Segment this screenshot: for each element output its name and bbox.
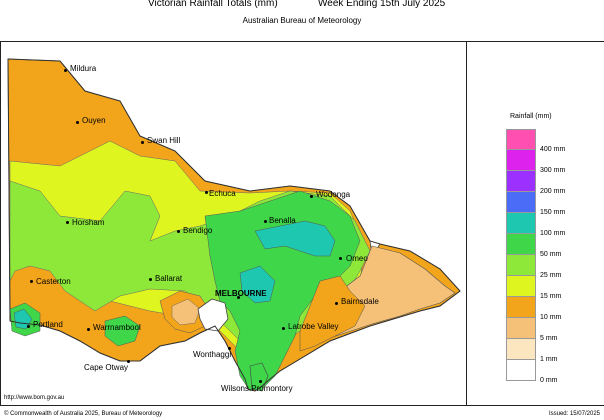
victoria-outline	[7, 58, 461, 392]
map-period: Week Ending 15th July 2025	[318, 0, 446, 9]
town-label-melbourne: MELBOURNE	[215, 289, 267, 298]
map-title-bar: Victorian Rainfall Totals (mm) Week Endi…	[0, 0, 604, 14]
legend-label: 0 mm	[540, 377, 558, 384]
footer-copyright: © Commonwealth of Australia 2025, Bureau…	[4, 411, 163, 417]
town-dot-cape-otway	[127, 360, 130, 363]
legend-swatch	[506, 360, 536, 381]
town-dot-omeo	[339, 257, 342, 260]
legend-swatch	[506, 339, 536, 360]
town-dot-bendigo	[177, 230, 180, 233]
map-title: Victorian Rainfall Totals (mm)	[148, 0, 278, 9]
footer-issued-date: Issued: 15/07/2025	[548, 411, 600, 417]
legend-label: 15 mm	[540, 293, 562, 300]
region-100mm-yarra	[239, 265, 276, 304]
legend-title: Rainfall (mm)	[510, 113, 552, 120]
town-dot-ouyen	[76, 121, 79, 124]
town-label-benalla: Benalla	[269, 216, 296, 225]
legend-label: 5 mm	[540, 335, 558, 342]
town-dot-warrnambool	[87, 328, 90, 331]
town-dot-benalla	[264, 220, 267, 223]
town-dot-swan-hill	[141, 141, 144, 144]
legend-label: 50 mm	[540, 251, 562, 258]
town-label-cape-otway: Cape Otway	[84, 363, 129, 372]
legend-label: 300 mm	[540, 167, 566, 174]
town-dot-wodonga	[310, 195, 313, 198]
footer-url[interactable]: http://www.bom.gov.au	[4, 395, 65, 401]
legend-label: 150 mm	[540, 209, 566, 216]
legend-label: 200 mm	[540, 188, 566, 195]
legend-label: 10 mm	[540, 314, 562, 321]
town-label-latrobe-valley: Latrobe Valley	[288, 322, 339, 331]
legend-swatches	[506, 129, 536, 381]
town-dot-bairnsdale	[335, 302, 338, 305]
town-label-bairnsdale: Bairnsdale	[341, 297, 379, 306]
legend-label: 25 mm	[540, 272, 562, 279]
legend-swatch	[506, 297, 536, 318]
town-label-casterton: Casterton	[36, 277, 71, 286]
rainfall-map	[7, 58, 461, 392]
town-dot-echuca	[205, 191, 208, 194]
town-dot-casterton	[30, 280, 33, 283]
legend-label: 100 mm	[540, 230, 566, 237]
legend-swatch	[506, 276, 536, 297]
legend-swatch	[506, 129, 536, 150]
legend-swatch	[506, 255, 536, 276]
town-dot-latrobe-valley	[282, 327, 285, 330]
region-5mm-geelong	[171, 298, 201, 326]
legend-label: 400 mm	[540, 146, 566, 153]
legend-swatch	[506, 318, 536, 339]
map-subtitle: Australian Bureau of Meteorology	[242, 16, 362, 25]
town-label-bendigo: Bendigo	[183, 226, 213, 235]
town-label-wonthaggi: Wonthaggi	[193, 350, 232, 359]
legend-label: 1 mm	[540, 356, 558, 363]
town-label-swan-hill: Swan Hill	[147, 136, 181, 145]
town-label-mildura: Mildura	[70, 64, 97, 73]
town-label-omeo: Omeo	[346, 254, 368, 263]
legend-swatch	[506, 150, 536, 171]
town-label-portland: Portland	[33, 320, 63, 329]
town-dot-mildura	[64, 69, 67, 72]
town-label-echuca: Echuca	[209, 189, 236, 198]
region-50mm-otway	[104, 315, 141, 347]
town-label-ballarat: Ballarat	[155, 274, 183, 283]
port-phillip-bay	[197, 298, 229, 332]
legend-swatch	[506, 171, 536, 192]
legend-frame	[466, 41, 604, 406]
region-10mm-gippsland	[299, 275, 366, 352]
legend-swatch	[506, 213, 536, 234]
town-dot-portland	[27, 325, 30, 328]
legend-swatch	[506, 192, 536, 213]
region-100mm	[254, 220, 336, 257]
town-dot-wilsons-promontory	[259, 380, 262, 383]
town-label-ouyen: Ouyen	[82, 116, 106, 125]
town-dot-wonthaggi	[228, 347, 231, 350]
legend-swatch	[506, 234, 536, 255]
town-label-wilsons-promontory: Wilsons Promontory	[221, 384, 293, 393]
town-label-horsham: Horsham	[72, 218, 105, 227]
town-dot-horsham	[66, 221, 69, 224]
town-label-warrnambool: Warrnambool	[93, 323, 141, 332]
town-dot-melbourne	[237, 296, 240, 299]
town-label-wodonga: Wodonga	[316, 190, 351, 199]
town-dot-ballarat	[149, 278, 152, 281]
